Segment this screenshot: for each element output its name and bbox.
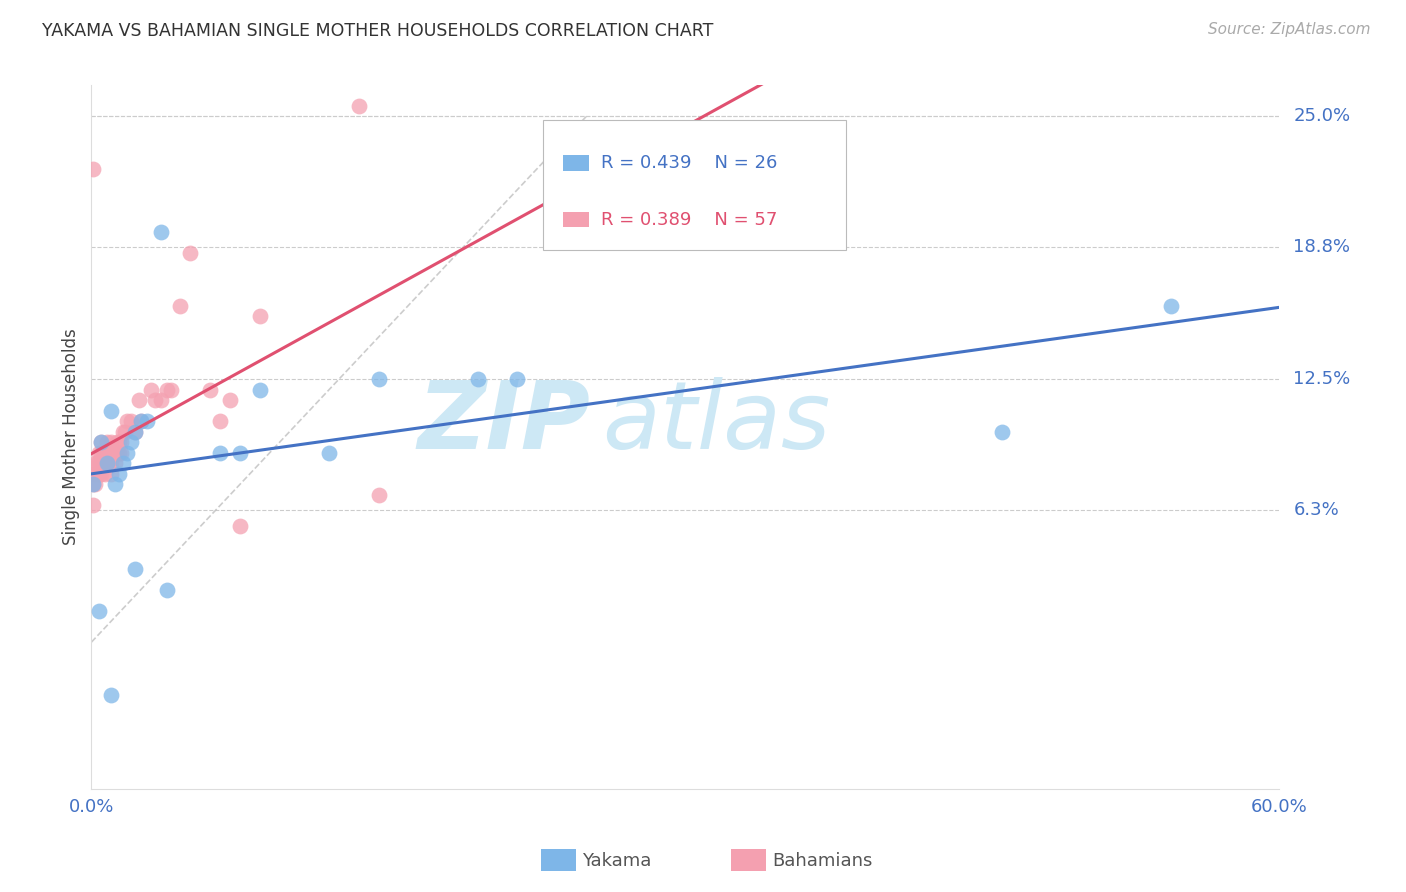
Point	[86, 467, 108, 481]
Point	[115, 414, 138, 428]
Point	[90, 435, 112, 450]
Point	[209, 446, 232, 460]
Point	[229, 446, 252, 460]
Point	[139, 383, 162, 397]
Point	[114, 425, 136, 439]
Point	[120, 414, 142, 428]
Text: Bahamians: Bahamians	[772, 852, 872, 870]
Point	[229, 519, 252, 533]
Point	[108, 435, 131, 450]
Point	[90, 446, 112, 460]
Text: Yakama: Yakama	[582, 852, 651, 870]
Point	[100, 435, 122, 450]
FancyBboxPatch shape	[562, 155, 589, 170]
Point	[86, 456, 108, 470]
Point	[82, 499, 104, 513]
Point	[84, 477, 107, 491]
Text: Source: ZipAtlas.com: Source: ZipAtlas.com	[1208, 22, 1371, 37]
Point	[506, 372, 529, 386]
Point	[200, 383, 222, 397]
Point	[100, 688, 122, 702]
Point	[100, 404, 122, 418]
Point	[90, 456, 112, 470]
Point	[169, 299, 191, 313]
Point	[156, 383, 179, 397]
Point	[467, 372, 489, 386]
Point	[156, 582, 179, 597]
Point	[143, 393, 166, 408]
Text: R = 0.389    N = 57: R = 0.389 N = 57	[602, 211, 778, 228]
Point	[89, 467, 111, 481]
Point	[209, 414, 232, 428]
Point	[100, 467, 122, 481]
Point	[112, 425, 135, 439]
Point	[112, 456, 135, 470]
Point	[82, 477, 104, 491]
Point	[82, 467, 104, 481]
Point	[124, 561, 146, 575]
Point	[179, 246, 201, 260]
Point	[96, 456, 118, 470]
Y-axis label: Single Mother Households: Single Mother Households	[62, 329, 80, 545]
Point	[105, 435, 128, 450]
Point	[96, 435, 118, 450]
Point	[104, 477, 127, 491]
Point	[94, 467, 117, 481]
Point	[91, 456, 114, 470]
Point	[128, 393, 150, 408]
Point	[115, 446, 138, 460]
Point	[89, 456, 111, 470]
Point	[318, 446, 340, 460]
Text: R = 0.439    N = 26: R = 0.439 N = 26	[602, 154, 778, 172]
Text: atlas: atlas	[602, 377, 831, 468]
Point	[149, 393, 172, 408]
Text: 12.5%: 12.5%	[1294, 370, 1351, 388]
Point	[90, 435, 112, 450]
Point	[135, 414, 157, 428]
Point	[94, 456, 117, 470]
Point	[159, 383, 181, 397]
Point	[219, 393, 242, 408]
Point	[991, 425, 1014, 439]
Point	[1160, 299, 1182, 313]
Point	[110, 435, 132, 450]
Point	[89, 446, 111, 460]
Point	[347, 99, 370, 113]
Point	[82, 477, 104, 491]
Point	[129, 414, 152, 428]
Point	[96, 446, 118, 460]
Point	[367, 372, 389, 386]
Point	[98, 456, 121, 470]
Point	[105, 446, 128, 460]
Point	[124, 425, 146, 439]
Text: 6.3%: 6.3%	[1294, 500, 1339, 518]
Point	[149, 225, 172, 239]
Point	[129, 414, 152, 428]
Text: 25.0%: 25.0%	[1294, 107, 1351, 125]
Point	[100, 456, 122, 470]
Point	[84, 456, 107, 470]
Point	[104, 456, 127, 470]
Text: ZIP: ZIP	[418, 377, 591, 469]
Point	[82, 161, 104, 176]
Point	[100, 446, 122, 460]
Point	[89, 604, 111, 618]
Point	[91, 446, 114, 460]
Point	[108, 446, 131, 460]
Point	[124, 425, 146, 439]
Text: 18.8%: 18.8%	[1294, 237, 1350, 256]
Point	[98, 446, 121, 460]
Point	[104, 446, 127, 460]
Point	[367, 488, 389, 502]
FancyBboxPatch shape	[543, 120, 846, 251]
Point	[120, 435, 142, 450]
Text: YAKAMA VS BAHAMIAN SINGLE MOTHER HOUSEHOLDS CORRELATION CHART: YAKAMA VS BAHAMIAN SINGLE MOTHER HOUSEHO…	[42, 22, 714, 40]
FancyBboxPatch shape	[562, 212, 589, 227]
Point	[94, 446, 117, 460]
Point	[108, 467, 131, 481]
Point	[249, 309, 271, 323]
Point	[110, 446, 132, 460]
Point	[90, 467, 112, 481]
Point	[249, 383, 271, 397]
